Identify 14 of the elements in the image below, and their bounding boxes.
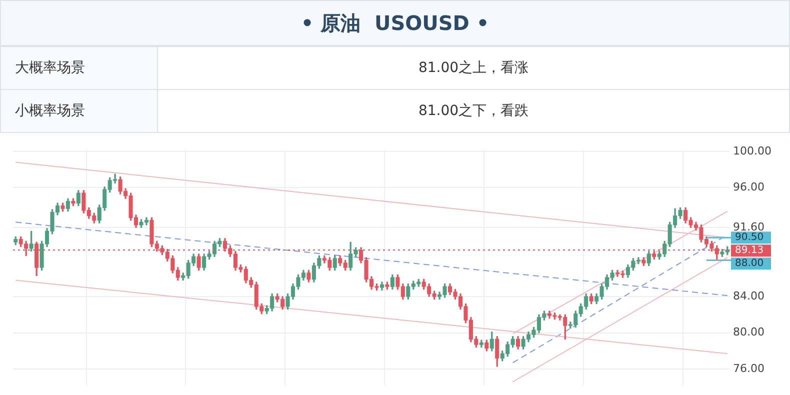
y-tick-label: 76.00 [733, 362, 764, 375]
chart-title: • 原油 USOUSD • [0, 0, 790, 46]
text: 81.00之上，看涨 [158, 46, 790, 90]
text: 小概率场景 [0, 90, 158, 132]
y-tick-label: 96.00 [733, 180, 764, 194]
ref-line-label: 90.50 [735, 232, 764, 244]
y-tick-label: 80.00 [733, 326, 764, 339]
text: 81.00之下，看跌 [158, 90, 790, 132]
y-tick-label: 84.00 [733, 289, 764, 302]
text: 大概率场景 [0, 46, 158, 90]
y-tick-label: 91.60 [733, 220, 764, 234]
y-tick-label: 100.00 [733, 144, 772, 158]
ref-line-label: 88.00 [735, 258, 764, 270]
ref-line-label: 89.13 [735, 245, 764, 256]
